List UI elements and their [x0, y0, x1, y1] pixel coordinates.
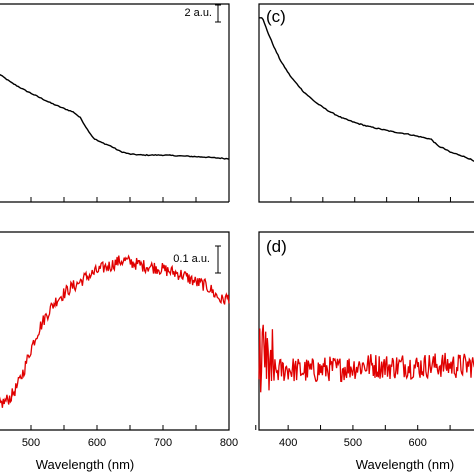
panel-c-series-line	[259, 17, 474, 162]
panel-c-axes	[258, 3, 474, 203]
panel-a-scale-label: 2 a.u.	[184, 7, 212, 19]
x-tick-label: 500	[344, 437, 362, 449]
panel-c-ticks	[258, 197, 451, 202]
panel-a-ticks	[30, 197, 230, 202]
panel-b: 0.1 a.u. 500 600 700 800 Wavelength (nm)	[0, 231, 238, 472]
panel-c-label: (c)	[266, 7, 286, 26]
panel-d: (d) 400 500 600 Wavelength (nm)	[255, 231, 474, 472]
x-tick-label: 600	[409, 437, 427, 449]
panel-d-label: (d)	[266, 237, 287, 256]
panel-b-ticks	[30, 425, 230, 430]
x-tick-label: 400	[279, 437, 297, 449]
panel-d-ticks	[255, 425, 451, 430]
panel-d-axes	[258, 231, 474, 431]
x-tick-label: 600	[88, 437, 106, 449]
x-tick-label: 800	[220, 437, 238, 449]
panel-a-series-line	[0, 73, 230, 160]
panel-a: 2 a.u.	[0, 3, 230, 203]
panel-d-series-line	[258, 324, 474, 393]
panel-b-series-line	[0, 254, 230, 408]
panel-a-axes	[0, 3, 230, 202]
panel-b-tick-labels: 500 600 700 800	[22, 437, 238, 449]
x-tick-label: 700	[154, 437, 172, 449]
panel-d-xlabel: Wavelength (nm)	[356, 457, 455, 472]
panel-d-tick-labels: 400 500 600	[279, 437, 427, 449]
panel-b-scale-label: 0.1 a.u.	[173, 253, 210, 265]
panel-b-xlabel: Wavelength (nm)	[36, 457, 135, 472]
x-tick-label: 500	[22, 437, 40, 449]
panel-b-axes	[0, 231, 230, 431]
panel-c: (c)	[258, 3, 474, 203]
